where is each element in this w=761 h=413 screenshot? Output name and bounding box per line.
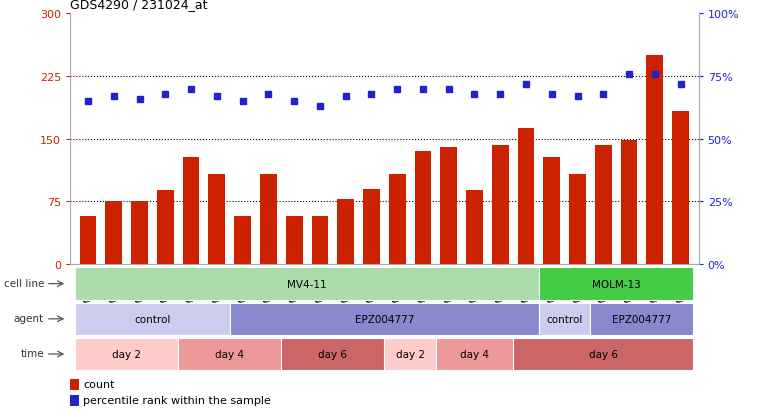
Bar: [646, 56, 663, 264]
Text: percentile rank within the sample: percentile rank within the sample: [84, 395, 271, 405]
Bar: [183, 158, 199, 264]
Bar: [80, 217, 97, 264]
Bar: [415, 152, 431, 264]
Bar: [595, 145, 612, 264]
Text: day 4: day 4: [215, 349, 244, 359]
Text: control: control: [134, 314, 170, 324]
Bar: [230, 303, 539, 335]
Bar: [436, 338, 513, 370]
Bar: [539, 268, 693, 300]
Bar: [363, 189, 380, 264]
Text: count: count: [84, 380, 115, 389]
Text: MV4-11: MV4-11: [287, 279, 326, 289]
Bar: [466, 191, 482, 264]
Bar: [157, 191, 174, 264]
Bar: [131, 202, 148, 264]
Text: day 4: day 4: [460, 349, 489, 359]
Bar: [517, 128, 534, 264]
Bar: [492, 145, 508, 264]
Bar: [282, 338, 384, 370]
Text: EPZ004777: EPZ004777: [613, 314, 672, 324]
Bar: [513, 338, 693, 370]
Bar: [234, 216, 251, 264]
Bar: [569, 174, 586, 264]
Text: MOLM-13: MOLM-13: [592, 279, 641, 289]
Bar: [441, 148, 457, 264]
Bar: [311, 216, 328, 264]
Bar: [621, 141, 638, 264]
Bar: [75, 338, 178, 370]
Text: day 6: day 6: [318, 349, 347, 359]
Text: cell line: cell line: [4, 278, 44, 288]
Bar: [75, 303, 230, 335]
Bar: [75, 268, 539, 300]
Bar: [178, 338, 282, 370]
Bar: [543, 158, 560, 264]
Bar: [209, 174, 225, 264]
Bar: [337, 199, 354, 264]
Bar: [389, 174, 406, 264]
Bar: [539, 303, 591, 335]
Text: time: time: [21, 349, 44, 358]
Bar: [384, 338, 436, 370]
Bar: [591, 303, 693, 335]
Text: day 2: day 2: [396, 349, 425, 359]
Bar: [672, 112, 689, 264]
Bar: [286, 216, 303, 264]
Text: GDS4290 / 231024_at: GDS4290 / 231024_at: [70, 0, 208, 11]
Text: agent: agent: [14, 313, 44, 323]
Text: day 6: day 6: [589, 349, 618, 359]
Text: control: control: [546, 314, 583, 324]
Text: EPZ004777: EPZ004777: [355, 314, 414, 324]
Bar: [70, 395, 79, 406]
Bar: [70, 379, 79, 390]
Text: day 2: day 2: [112, 349, 142, 359]
Bar: [106, 202, 123, 264]
Bar: [260, 174, 277, 264]
